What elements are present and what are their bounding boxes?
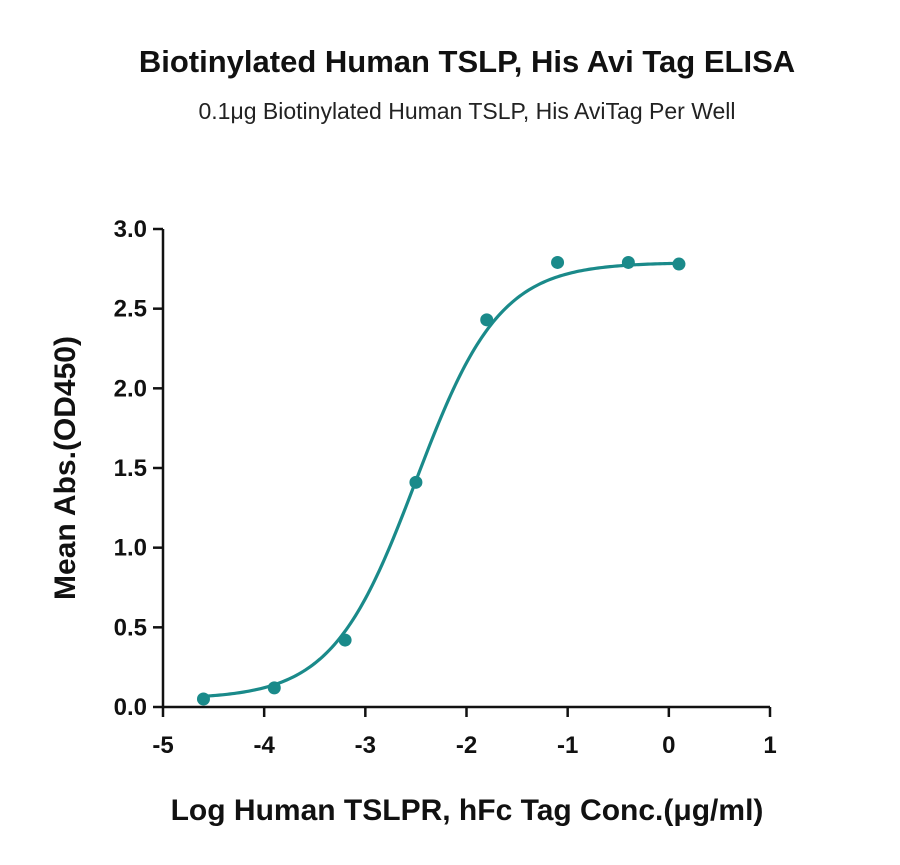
y-tick-label: 0.0 [114,694,147,721]
x-axis-title: Log Human TSLPR, hFc Tag Conc.(μg/ml) [171,794,764,827]
chart-subtitle: 0.1μg Biotinylated Human TSLP, His AviTa… [199,98,736,124]
y-tick-label: 1.0 [114,535,147,562]
data-points [196,255,686,706]
x-tick-label: -5 [152,732,173,759]
data-point [480,313,494,327]
x-tick-label: 0 [662,732,675,759]
y-tick-label: 2.0 [114,375,147,402]
x-ticks: -5 -4 -3 -2 -1 0 1 [152,707,777,759]
data-point [409,475,423,489]
data-point [621,255,635,269]
x-tick-label: -2 [456,732,477,759]
y-ticks: 0.0 0.5 1.0 1.5 2.0 2.5 3.0 [114,216,163,721]
data-point [672,257,686,271]
y-axis-title: Mean Abs.(OD450) [49,336,82,600]
data-point [267,681,281,695]
y-tick-label: 2.5 [114,296,147,323]
data-point [196,692,210,706]
x-tick-label: -3 [355,732,376,759]
y-tick-label: 3.0 [114,216,147,243]
data-point [551,255,565,269]
x-tick-label: -4 [253,732,275,759]
y-tick-label: 0.5 [114,614,147,641]
fit-curve [203,261,679,698]
y-tick-label: 1.5 [114,455,147,482]
data-point [338,633,352,647]
x-tick-label: -1 [557,732,578,759]
x-tick-label: 1 [763,732,776,759]
chart-title: Biotinylated Human TSLP, His Avi Tag ELI… [139,44,795,79]
